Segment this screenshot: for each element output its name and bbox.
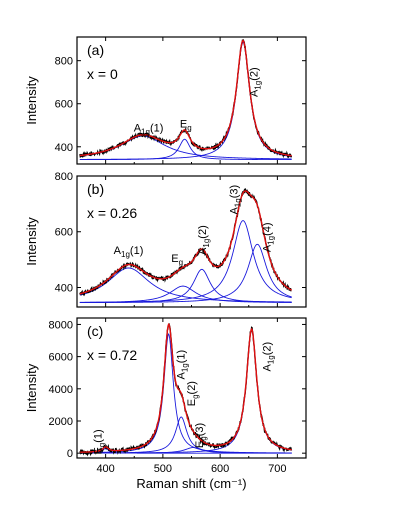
y-axis-label: Intensity: [24, 76, 39, 125]
peak-label: A1g(3): [228, 185, 242, 215]
composition-label: x = 0.72: [87, 347, 137, 363]
y-tick-label: 800: [55, 56, 73, 68]
y-tick-label: 6000: [49, 352, 73, 364]
panel-label: (b): [87, 181, 104, 197]
x-tick-label: 700: [268, 463, 286, 475]
y-tick-label: 0: [67, 448, 73, 460]
x-tick-label: 400: [96, 463, 114, 475]
fit-curve-2: [79, 190, 293, 295]
y-tick-label: 400: [55, 282, 73, 294]
y-axis-label: Intensity: [24, 217, 39, 266]
peak-label: Eg(3): [194, 423, 208, 448]
component-peak-3-3: [79, 416, 292, 454]
fit-curve-3: [79, 322, 292, 453]
panel-label: (c): [87, 323, 103, 339]
y-tick-label: 4000: [49, 384, 73, 396]
composition-label: x = 0: [87, 66, 118, 82]
y-tick-label: 600: [55, 99, 73, 111]
y-axis-label: Intensity: [24, 363, 39, 412]
x-tick-label: 500: [154, 463, 172, 475]
peak-label: A1g(2): [197, 225, 211, 255]
component-peak-1-3: [79, 41, 292, 160]
component-peak-2-5: [79, 243, 292, 304]
composition-label: x = 0.26: [87, 205, 137, 221]
peak-label: Eg: [180, 118, 192, 132]
peak-label: Eg(1): [93, 429, 107, 454]
plot-frame-1: [76, 36, 307, 165]
peak-label: Eg(2): [186, 381, 200, 406]
y-tick-label: 800: [55, 171, 73, 183]
y-tick-label: 8000: [49, 319, 73, 331]
peak-label: A1g(4): [262, 222, 276, 252]
peak-label: A1g(2): [262, 342, 276, 372]
peak-label: A1g(1): [114, 245, 144, 259]
component-peak-2-4: [79, 220, 292, 303]
peak-label: Eg: [171, 253, 183, 267]
peak-label: A1g(1): [134, 123, 164, 137]
y-tick-label: 400: [55, 142, 73, 154]
component-peak-2-2: [79, 285, 292, 303]
y-tick-label: 600: [55, 227, 73, 239]
x-tick-label: 600: [211, 463, 229, 475]
panel-label: (a): [87, 42, 104, 58]
fit-curve-1: [79, 39, 292, 157]
peak-label: A1g(1): [176, 350, 190, 380]
y-tick-label: 2000: [49, 416, 73, 428]
peak-label: A1g(2): [248, 67, 262, 97]
x-axis-label: Raman shift (cm⁻¹): [136, 476, 246, 491]
